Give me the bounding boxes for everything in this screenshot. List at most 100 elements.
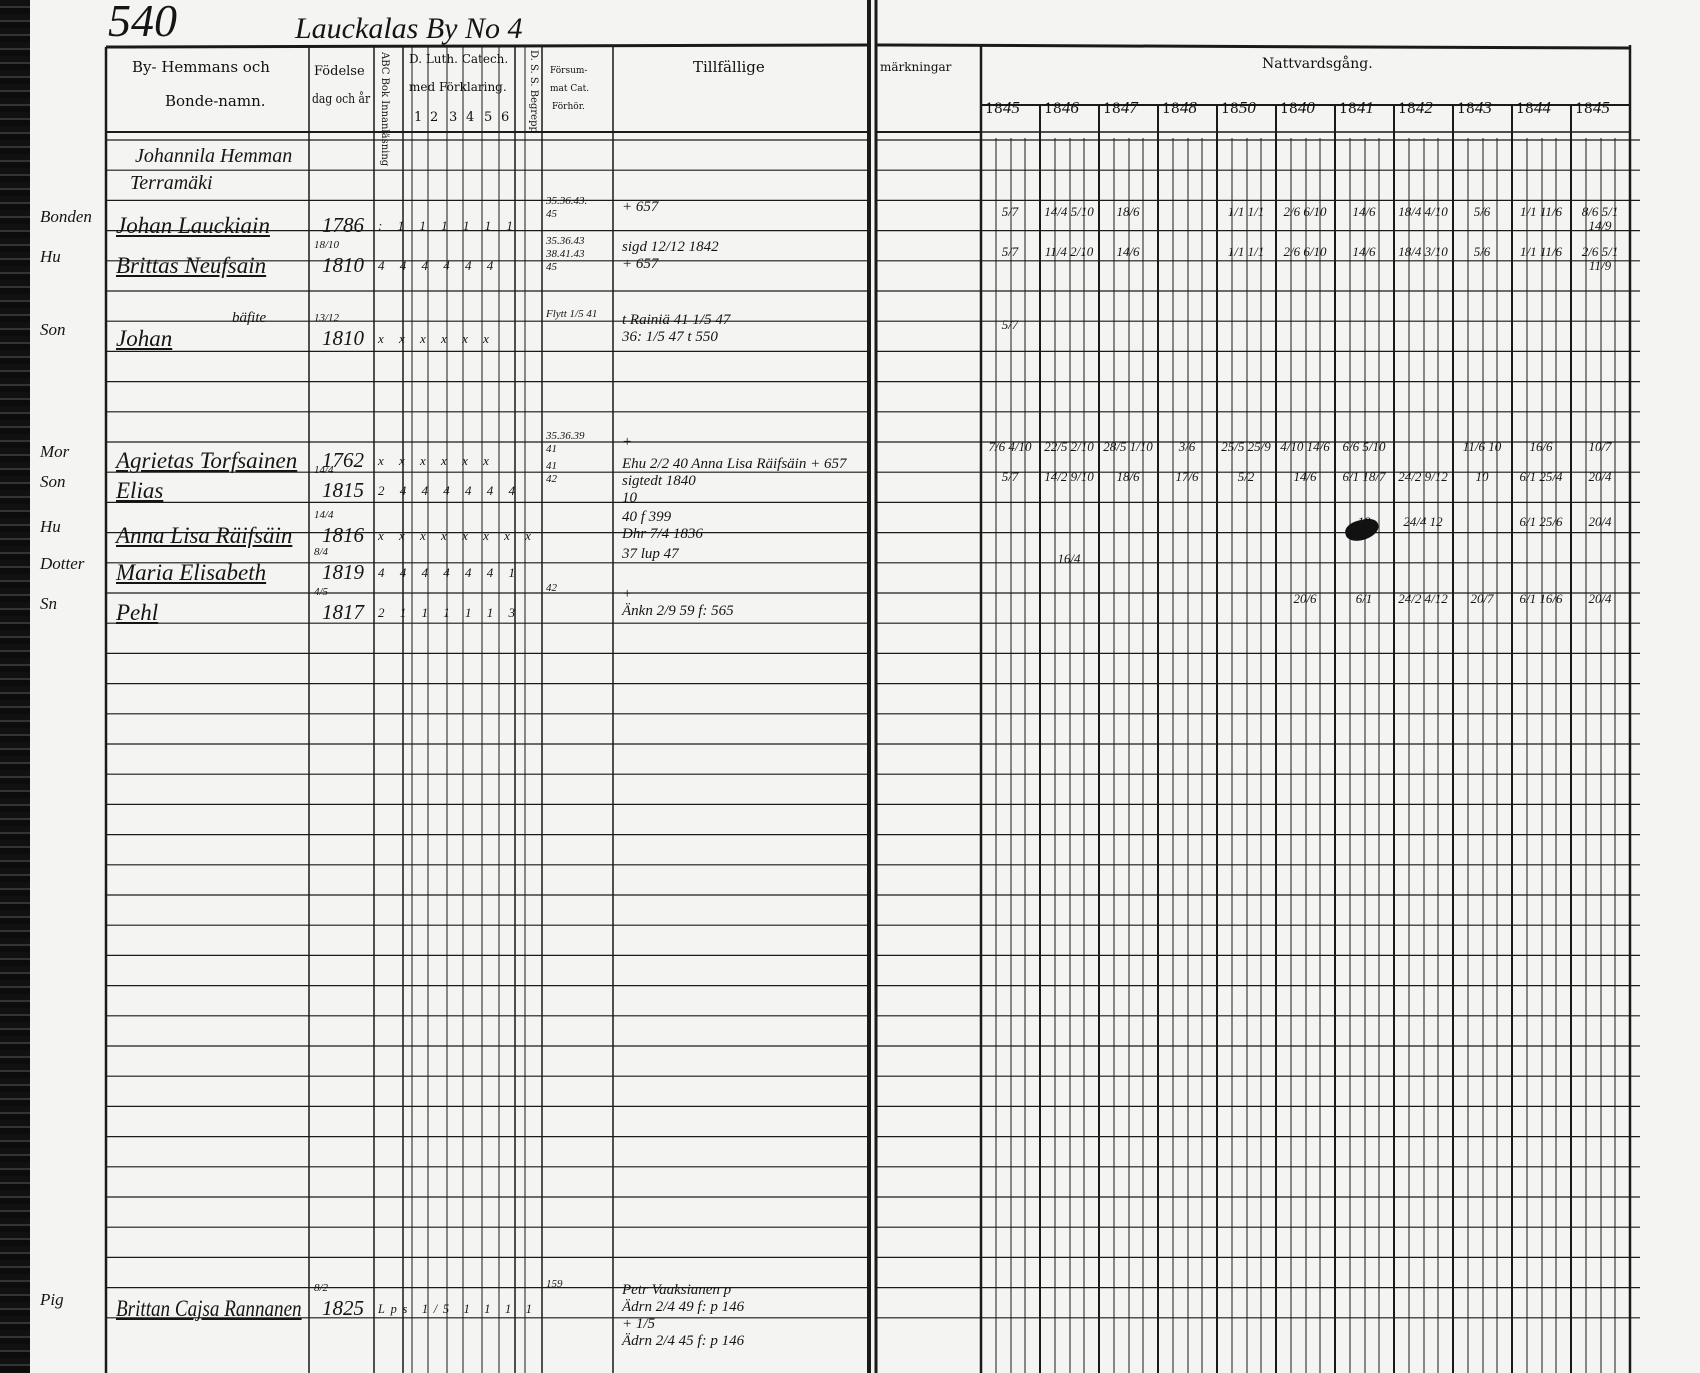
entry-catechism-marks: 4 4 4 4 4 4 1	[378, 565, 521, 580]
communion-year-header: 1841	[1339, 98, 1374, 118]
entry-move-note: 10	[622, 490, 637, 506]
header-top-rule	[875, 43, 1631, 50]
entry-move-note: + 1/5	[622, 1316, 656, 1332]
entry-move-note: + 657	[622, 199, 659, 215]
entry-communion-mark: 6/1 25/6	[1519, 514, 1563, 529]
entry-move-note: + 657	[622, 256, 659, 272]
header-name-col-line1: By- Hemmans och	[132, 58, 270, 76]
entry-move-note: +	[622, 434, 633, 450]
entry-communion-mark: 18/4 3/10	[1398, 244, 1448, 259]
entry-role: Mor	[40, 442, 70, 461]
entry-move-note: Petr Vaaksianen p	[622, 1282, 732, 1298]
catechism-part-number: 5	[484, 110, 493, 125]
entry-communion-mark: 7/6 4/10	[988, 439, 1032, 454]
entry-role: Son	[40, 320, 66, 339]
entry-role: Son	[40, 472, 66, 491]
year-prefix: 18	[1339, 101, 1357, 117]
entry-role: Dotter	[40, 554, 85, 573]
header-catechism-line2: med Förklaring.	[409, 80, 507, 94]
entry-annotation: bäfite	[232, 310, 267, 326]
entry-birth-year: 1817	[322, 600, 364, 624]
page-number: 540	[108, 0, 177, 46]
entry-communion-mark: 1/1 11/6	[1519, 204, 1562, 219]
entry-communion-mark: 4/10 14/6	[1280, 439, 1330, 454]
entry-birth-year: 1810	[322, 253, 364, 277]
entry-move-note: sigtedt 1840	[622, 473, 696, 489]
entry-name: Johan	[116, 326, 173, 351]
entry-birth-day: 8/4	[314, 546, 329, 558]
catechism-part-number: 3	[449, 110, 458, 125]
entry-communion-mark: 6/1 18/7	[1342, 469, 1386, 484]
year-prefix: 18	[1457, 101, 1475, 117]
year-prefix: 18	[985, 101, 1003, 117]
year-suffix: 40	[1297, 98, 1315, 117]
entry-birth-year: 1762	[322, 448, 364, 472]
entry-move-note: Ehu 2/2 40 Anna Lisa Räifsäin + 657	[622, 456, 847, 472]
communion-year-header: 1843	[1457, 98, 1492, 118]
entry-communion-mark: 5/6	[1473, 204, 1491, 219]
year-prefix: 18	[1103, 101, 1121, 117]
entry-communion-mark: 14/4 5/10	[1044, 204, 1094, 219]
entry-communion-mark: 6/1	[1355, 591, 1373, 606]
year-suffix: 46	[1061, 98, 1079, 117]
entry-communion-mark: 16/4	[1057, 551, 1081, 566]
entry-communion-mark: 20/6	[1293, 591, 1317, 606]
village-heading: Lauckalas By No 4	[295, 12, 523, 45]
entry-communion-mark: 2/6 6/10	[1283, 244, 1327, 259]
catechism-part-number: 4	[466, 110, 475, 125]
entry-name: Elias	[116, 478, 164, 503]
homestead-line2: Terramäki	[130, 172, 213, 194]
entry-communion-mark: 14/6	[1352, 204, 1376, 219]
header-top-rule	[105, 43, 869, 49]
entry-communion-mark: 2/6 6/10	[1283, 204, 1327, 219]
entry-neglected-exam: 42	[546, 473, 557, 485]
entry-communion-mark: 5/7	[1001, 204, 1019, 219]
entry-catechism-marks: x x x x x x	[378, 331, 495, 346]
entry-role: Bonden	[40, 207, 92, 226]
communion-year-header: 1845	[985, 98, 1020, 118]
year-prefix: 18	[1280, 101, 1298, 117]
header-moves-col: Tillfällige	[693, 58, 765, 76]
header-abc-col: ABC Bok Innanläsning	[379, 52, 390, 167]
entry-communion-mark: 14/2 9/10	[1044, 469, 1094, 484]
entry-communion-mark: 28/5 1/10	[1103, 439, 1153, 454]
entry-catechism-marks: 4 4 4 4 4 4	[378, 258, 500, 273]
year-suffix: 41	[1356, 98, 1374, 117]
communion-year-header: 1845	[1575, 98, 1610, 118]
entry-birth-year: 1786	[322, 213, 364, 237]
year-suffix: 47	[1120, 98, 1138, 117]
header-birth-col-line1: Födelse	[314, 64, 365, 79]
entry-catechism-marks: 2 1 1 1 1 1 3	[378, 605, 521, 620]
entry-birth-year: 1810	[322, 326, 364, 350]
year-prefix: 18	[1044, 101, 1062, 117]
book-binding	[0, 0, 30, 1373]
entry-catechism-marks: 2 4 4 4 4 4 4	[378, 483, 521, 498]
entry-neglected-exam: 41	[546, 460, 557, 472]
year-suffix: 42	[1415, 98, 1433, 117]
entry-communion-mark: 1/1 1/1	[1227, 244, 1265, 259]
catechism-part-number: 6	[501, 110, 510, 125]
entry-communion-mark: 25/5 25/9	[1221, 439, 1271, 454]
communion-year-header: 1846	[1044, 98, 1079, 118]
year-prefix: 18	[1221, 101, 1239, 117]
year-prefix: 18	[1398, 101, 1416, 117]
entry-move-note: Ädrn 2/4 49 f: p 146	[622, 1299, 745, 1315]
homestead-line1: Johannila Hemman	[135, 145, 293, 167]
entry-communion-mark: 22/5 2/10	[1044, 439, 1094, 454]
entry-communion-mark: 24/2 9/12	[1398, 469, 1448, 484]
entry-communion-mark: 16/6	[1529, 439, 1553, 454]
entry-catechism-marks: x x x x x x x x	[378, 528, 537, 543]
entry-communion-mark: 14/6	[1116, 244, 1140, 259]
entry-communion-mark: 5/6	[1473, 244, 1491, 259]
entry-communion-mark: 24/2 4/12	[1398, 591, 1448, 606]
year-suffix: 50	[1238, 98, 1256, 117]
entry-move-note: 37 lup 47	[622, 546, 679, 562]
entry-communion-mark: 1/1 11/6	[1519, 244, 1562, 259]
header-name-col-line2: Bonde-namn.	[165, 92, 266, 110]
entry-communion-mark: 1/1 1/1	[1227, 204, 1265, 219]
entry-communion-mark: 11/4 2/10	[1044, 244, 1094, 259]
entry-role: Hu	[40, 247, 61, 266]
entry-communion-mark: 20/4	[1588, 591, 1612, 606]
entry-name: Agrietas Torfsainen	[116, 448, 298, 473]
entry-neglected-exam: 35.36.43	[546, 235, 585, 247]
